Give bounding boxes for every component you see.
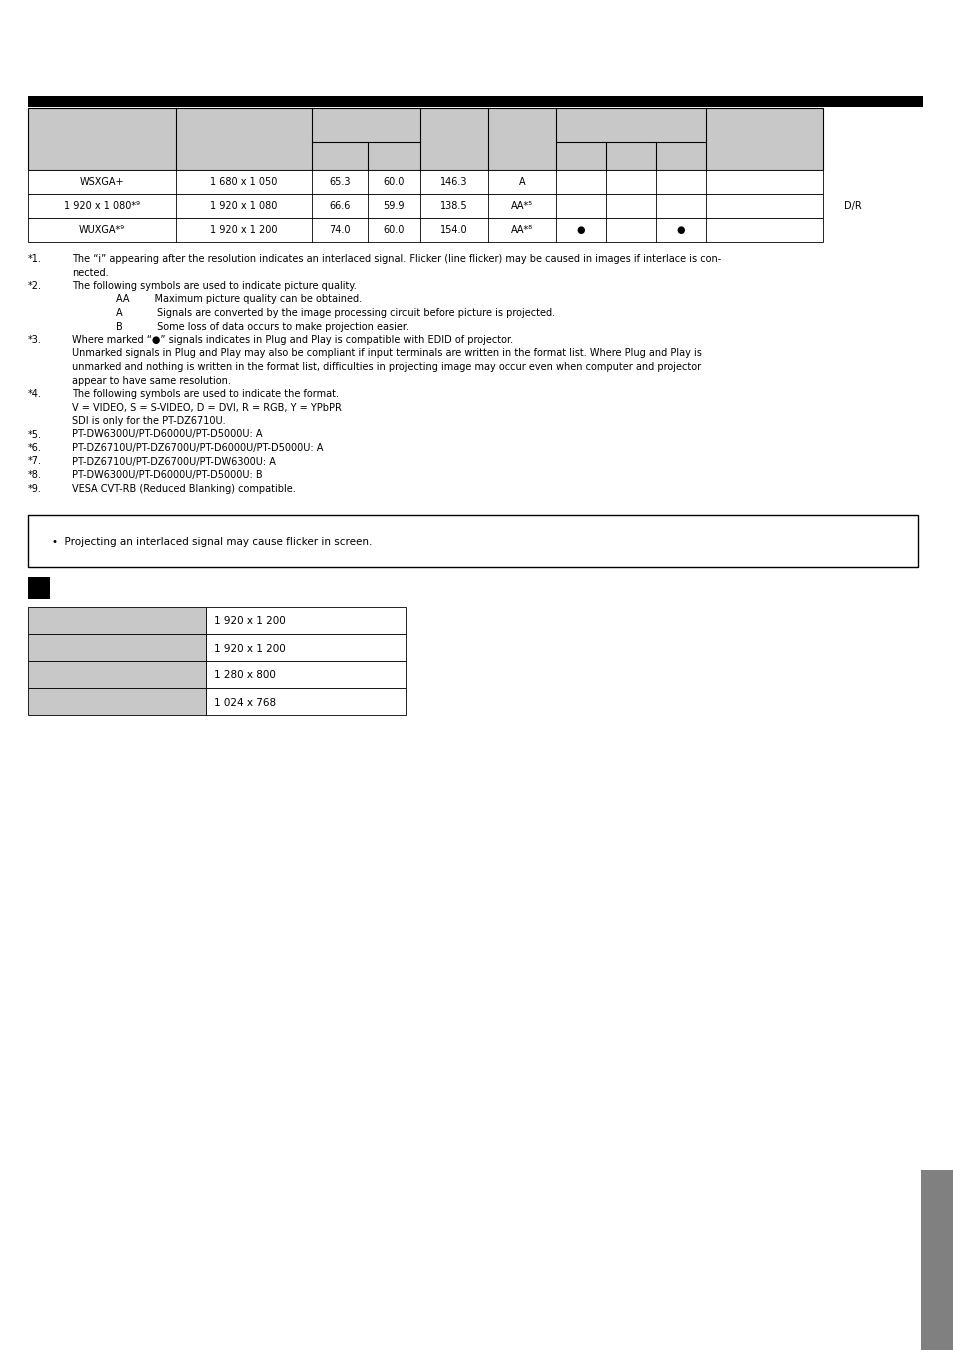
Text: 60.0: 60.0 [383,177,404,188]
Bar [28,688,206,716]
Text: *1.: *1. [28,254,42,265]
Text: 1 920 x 1 200: 1 920 x 1 200 [210,225,277,235]
Text: D/R: D/R [843,201,861,211]
Text: 60.0: 60.0 [383,225,404,235]
Bar [28,514,917,567]
Text: Unmarked signals in Plug and Play may also be compliant if input terminals are w: Unmarked signals in Plug and Play may al… [71,348,701,359]
Text: *6.: *6. [28,443,42,454]
Text: WSXGA+: WSXGA+ [80,177,124,188]
Text: PT-DW6300U/PT-D6000U/PT-D5000U: A: PT-DW6300U/PT-D6000U/PT-D5000U: A [71,429,262,440]
Text: V = VIDEO, S = S-VIDEO, D = DVI, R = RGB, Y = YPbPR: V = VIDEO, S = S-VIDEO, D = DVI, R = RGB… [71,402,341,413]
Text: The “i” appearing after the resolution indicates an interlaced signal. Flicker (: The “i” appearing after the resolution i… [71,254,720,265]
Bar [28,108,822,170]
Text: 1 920 x 1 200: 1 920 x 1 200 [213,644,286,653]
Text: •  Projecting an interlaced signal may cause flicker in screen.: • Projecting an interlaced signal may ca… [52,537,372,547]
Bar [920,1170,953,1350]
Text: PT-DW6300U/PT-D6000U/PT-D5000U: B: PT-DW6300U/PT-D6000U/PT-D5000U: B [71,470,262,481]
Text: SDI is only for the PT-DZ6710U.: SDI is only for the PT-DZ6710U. [71,416,226,427]
Text: PT-DZ6710U/PT-DZ6700U/PT-DW6300U: A: PT-DZ6710U/PT-DZ6700U/PT-DW6300U: A [71,456,275,467]
Text: 66.6: 66.6 [329,201,351,211]
Text: 154.0: 154.0 [439,225,467,235]
Text: 1 280 x 800: 1 280 x 800 [213,671,275,680]
Text: 146.3: 146.3 [439,177,467,188]
Bar [206,688,406,716]
Text: AA*⁵: AA*⁵ [511,201,533,211]
Text: ●: ● [676,225,684,235]
Bar [28,662,206,688]
Text: 1 680 x 1 050: 1 680 x 1 050 [210,177,277,188]
Bar [28,194,822,217]
Text: PT-DZ6710U/PT-DZ6700U/PT-D6000U/PT-D5000U: A: PT-DZ6710U/PT-DZ6700U/PT-D6000U/PT-D5000… [71,443,323,454]
Text: The following symbols are used to indicate picture quality.: The following symbols are used to indica… [71,281,356,292]
Text: WUXGA*⁹: WUXGA*⁹ [79,225,125,235]
Text: *2.: *2. [28,281,42,292]
Text: *5.: *5. [28,429,42,440]
Text: *3.: *3. [28,335,42,346]
Bar [206,662,406,688]
Bar [28,608,206,634]
Bar [28,634,206,662]
Text: 1 920 x 1 080*⁹: 1 920 x 1 080*⁹ [64,201,140,211]
Text: 74.0: 74.0 [329,225,351,235]
Text: AA*⁸: AA*⁸ [511,225,533,235]
Text: ●: ● [577,225,584,235]
Text: nected.: nected. [71,267,109,278]
Text: VESA CVT-RB (Reduced Blanking) compatible.: VESA CVT-RB (Reduced Blanking) compatibl… [71,483,295,494]
Bar [206,608,406,634]
Text: A: A [518,177,525,188]
Text: 1 920 x 1 080: 1 920 x 1 080 [210,201,277,211]
Bar [28,170,822,194]
Text: 1 920 x 1 200: 1 920 x 1 200 [213,617,286,626]
Text: unmarked and nothing is written in the format list, difficulties in projecting i: unmarked and nothing is written in the f… [71,362,700,373]
Text: *4.: *4. [28,389,42,400]
Text: *8.: *8. [28,470,42,481]
Bar [206,634,406,662]
Text: B           Some loss of data occurs to make projection easier.: B Some loss of data occurs to make proje… [116,321,409,332]
Text: AA        Maximum picture quality can be obtained.: AA Maximum picture quality can be obtain… [116,294,362,305]
Text: 138.5: 138.5 [439,201,467,211]
Bar [28,576,50,599]
Text: A           Signals are converted by the image processing circuit before picture: A Signals are converted by the image pro… [116,308,555,319]
Text: The following symbols are used to indicate the format.: The following symbols are used to indica… [71,389,338,400]
Text: 65.3: 65.3 [329,177,351,188]
Text: *9.: *9. [28,483,42,494]
Bar [28,217,822,242]
Text: appear to have same resolution.: appear to have same resolution. [71,375,231,386]
Text: Where marked “●” signals indicates in Plug and Play is compatible with EDID of p: Where marked “●” signals indicates in Pl… [71,335,513,346]
Text: 1 024 x 768: 1 024 x 768 [213,698,275,707]
Text: *7.: *7. [28,456,42,467]
Text: 59.9: 59.9 [383,201,404,211]
Bar [28,96,923,107]
